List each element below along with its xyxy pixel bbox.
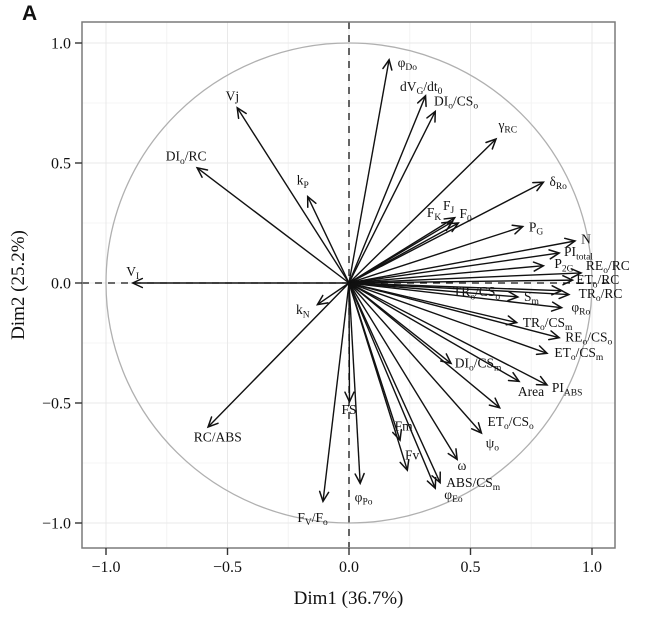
variable-arrow-27 [348,282,521,383]
variable-arrow-13 [348,224,525,284]
variable-label-3: γRC​ [497,117,517,135]
variable-arrows [130,58,583,504]
variable-label-25: ETo​/CSm​ [554,345,604,363]
variable-label-16: P2G​ [554,256,573,274]
variable-arrow-14 [348,237,577,284]
x-axis-title: Dim1 (36.7%) [294,588,404,609]
axes: −1.0 −0.5 0.0 0.5 1.0 −1.0 −0.5 0.0 0.5 1.0 Dim1 (… [8,36,602,610]
variable-label-37: φPo​ [355,489,373,507]
variable-arrow-5 [236,106,350,284]
variable-label-30: ψo​ [486,435,499,453]
variable-arrow-12 [348,222,460,284]
variable-arrow-16 [348,261,546,284]
variable-label-28: PIABS​ [552,380,583,398]
variable-label-6: DIo​/RC [166,149,207,167]
variable-arrow-18 [348,274,575,286]
variable-label-31: ω [458,458,467,473]
variable-label-29: ETo​/CSo​ [488,414,535,432]
y-tick-label: 0.0 [51,276,71,293]
variable-arrow-29 [348,282,502,409]
variable-label-26: DIo​/CSm​ [455,355,502,373]
variable-arrow-25 [348,282,549,356]
x-tick-label: 0.5 [461,559,481,576]
variable-label-7: kP​ [297,173,309,191]
variable-arrow-38 [318,282,350,504]
y-tick-label: −0.5 [42,396,71,413]
correlation-circle [105,42,593,524]
variable-label-11: FJ​ [443,198,455,216]
y-axis-title: Dim2 (25.2%) [8,230,29,340]
variable-label-24: REo​/CSo​ [565,329,612,347]
variable-arrow-4 [348,181,545,284]
variable-label-35: Fv [405,447,420,462]
y-tick-label: 1.0 [51,36,71,53]
variable-arrow-9 [315,282,350,306]
variable-label-10: FK​ [427,205,442,223]
variable-arrow-6 [195,166,350,284]
variable-arrow-33 [348,282,437,490]
variable-label-15: PItotal​ [564,244,593,262]
variable-label-22: φRo​ [571,299,590,317]
variable-label-18: ETo​/RC [576,272,619,290]
x-tick-label: 1.0 [582,559,602,576]
variable-arrow-30 [348,282,483,435]
variable-label-36: FS [341,402,356,417]
variable-label-14: N [581,231,591,246]
variable-arrow-7 [306,195,350,284]
variable-arrow-21 [348,282,571,300]
variable-label-27: Area [518,384,544,399]
variable-label-9: kN​ [296,302,310,320]
variable-label-23: TRo​/CSm​ [523,315,573,333]
variable-arrow-20 [348,282,520,302]
variable-label-39: RC/ABS [194,429,242,444]
variable-arrow-37 [348,282,365,486]
variable-label-19: TRo​/CSo​ [453,284,500,302]
variable-arrow-1 [348,94,427,284]
variable-label-12: F0​ [460,206,473,224]
variable-label-5: Vj [226,89,240,104]
x-tick-label: 0.0 [339,559,359,576]
variable-arrow-28 [348,282,549,386]
variable-label-0: φDo​ [398,55,418,73]
variable-arrow-35 [348,282,410,472]
variable-label-8: VI​ [126,264,139,282]
variable-label-13: PG​ [529,219,544,237]
variable-arrow-3 [348,137,498,284]
variable-label-38: FV​/Fo​ [297,510,328,528]
variable-label-17: REo​/RC [586,258,630,276]
variable-arrow-22 [348,282,564,312]
y-tick-label: 0.5 [51,156,71,173]
panel-label: A [22,2,37,25]
variable-label-4: δRo​ [549,174,567,192]
variable-label-34: Fm [395,419,414,434]
y-tick-label: −1.0 [42,516,71,533]
x-tick-label: −1.0 [91,559,120,576]
variable-labels: φDo​ dVG​/dt0​DIo​/CSo​ γRC​ δRo​ Vj DIo​/RC k… [126,55,629,528]
variable-label-21: TRo​/RC [579,286,623,304]
variable-arrow-17 [348,268,583,284]
variable-label-33: φEo​ [444,487,463,505]
variable-label-1: dVG​/dt0​ [400,79,443,97]
variable-arrow-2 [348,109,437,284]
variable-label-2: DIo​/CSo​ [434,93,478,111]
variable-arrow-0 [348,58,393,284]
variable-arrow-32 [348,282,441,485]
variable-arrow-11 [348,216,457,284]
variable-label-20: Sm​ [524,289,540,307]
x-tick-label: −0.5 [213,559,242,576]
variable-arrow-15 [348,249,561,284]
variable-arrow-24 [348,282,561,341]
variable-arrow-39 [206,282,350,429]
variable-arrow-31 [348,282,459,461]
variable-label-32: ABS/CSm​ [446,475,501,493]
